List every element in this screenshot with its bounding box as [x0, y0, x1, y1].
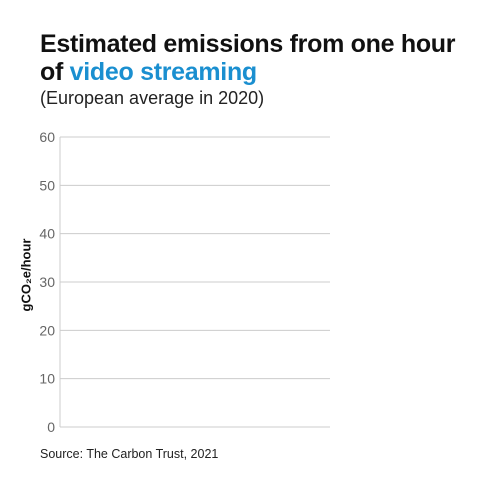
y-tick-label-30: 30 — [39, 274, 55, 290]
y-tick-labels: 0 10 20 30 40 50 60 — [39, 129, 55, 435]
y-tick-label-40: 40 — [39, 226, 55, 242]
chart-title: Estimated emissions from one hour of vid… — [40, 30, 460, 86]
y-tick-label-60: 60 — [39, 129, 55, 145]
source-note: Source: The Carbon Trust, 2021 — [40, 447, 219, 461]
y-tick-label-20: 20 — [39, 322, 55, 338]
chart-title-main: Estimated emissions from one hour of — [40, 30, 456, 86]
grid-lines — [60, 136, 330, 428]
y-tick-label-50: 50 — [39, 177, 55, 193]
y-tick-label-10: 10 — [39, 371, 55, 387]
chart-subtitle: (European average in 2020) — [40, 88, 265, 108]
chart-title-highlight: video streaming — [69, 58, 258, 86]
y-tick-label-0: 0 — [47, 419, 55, 435]
